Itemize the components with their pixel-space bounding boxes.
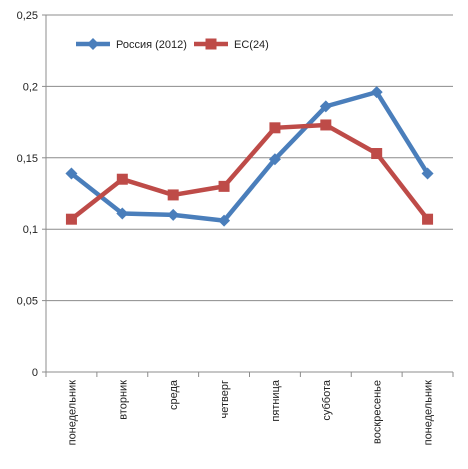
legend-label-2: ЕС(24) xyxy=(234,39,269,51)
x-tick-labels: понедельник вторник среда четверг пятница суб… xyxy=(66,379,434,445)
data-point-diamond xyxy=(319,100,332,113)
y-tick-label: 0,15 xyxy=(17,153,38,165)
y-tick-label: 0,1 xyxy=(23,224,38,236)
y-tick-label: 0 xyxy=(32,367,38,379)
y-tick-labels: 0 0,05 0,1 0,15 0,2 0,25 xyxy=(17,10,38,379)
data-point-diamond xyxy=(167,208,180,221)
data-point-diamond xyxy=(116,207,129,220)
data-point-square xyxy=(320,119,332,131)
x-tick-label: среда xyxy=(168,379,180,410)
legend-label-1: Россия (2012) xyxy=(116,39,187,51)
series-line-2 xyxy=(69,122,430,222)
legend-marker-square xyxy=(205,38,217,50)
data-point-diamond xyxy=(218,214,231,227)
y-tick-label: 0,2 xyxy=(23,81,38,93)
x-tick-label: понедельник xyxy=(423,380,435,446)
data-point-square xyxy=(65,213,77,225)
series xyxy=(65,86,434,227)
series-line-1 xyxy=(69,89,430,223)
x-tick-label: четверг xyxy=(219,380,231,419)
y-tick-label: 0,25 xyxy=(17,10,38,22)
data-point-square xyxy=(269,122,281,134)
data-point-diamond xyxy=(370,86,383,99)
x-tick-label: понедельник xyxy=(66,380,78,446)
data-point-square xyxy=(116,173,128,185)
data-point-diamond xyxy=(421,167,434,180)
data-point-diamond xyxy=(65,167,78,180)
data-point-square xyxy=(167,189,179,201)
data-point-square xyxy=(422,213,434,225)
x-tick-label: суббота xyxy=(321,379,333,421)
axes xyxy=(42,14,454,377)
y-tick-label: 0,05 xyxy=(17,296,38,308)
data-point-square xyxy=(371,148,383,160)
data-point-diamond xyxy=(268,153,281,166)
legend-marker-diamond xyxy=(87,38,99,50)
data-point-square xyxy=(218,180,230,192)
x-tick-label: пятница xyxy=(270,379,282,421)
legend: Россия (2012) ЕС(24) xyxy=(76,38,269,51)
x-tick-label: воскресенье xyxy=(372,380,384,444)
x-tick-label: вторник xyxy=(117,380,129,420)
